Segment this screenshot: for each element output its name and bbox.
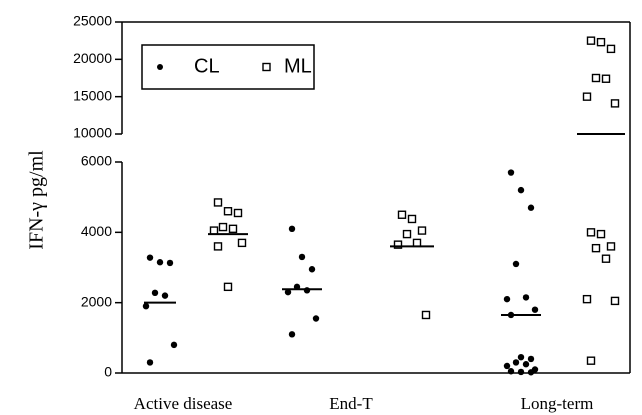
y-tick-label: 0	[104, 364, 112, 380]
x-category-label: Active disease	[134, 394, 233, 413]
y-tick-label: 2000	[81, 293, 112, 309]
x-category-label: Long-term	[521, 394, 594, 413]
data-point-ml	[393, 240, 403, 249]
y-tick-label: 6000	[81, 153, 112, 169]
data-point-cl	[142, 302, 150, 310]
legend-cl-label: CL	[194, 55, 220, 77]
y-ticks: 0 2000 4000 6000 10000 15000 20000 25000	[73, 13, 122, 380]
data-point-cl	[507, 169, 515, 176]
axes	[121, 21, 631, 374]
legend: CL ML	[141, 44, 315, 90]
data-point-cl	[531, 306, 539, 313]
data-point-ml	[586, 228, 596, 237]
legend-cl-marker	[157, 64, 163, 70]
data-point-cl	[312, 315, 320, 322]
data-point-ml	[397, 210, 407, 219]
data-point-ml	[213, 242, 223, 251]
data-point-ml	[601, 74, 611, 83]
data-point-cl	[517, 368, 525, 376]
data-point-cl	[308, 266, 316, 273]
median-lines	[144, 133, 625, 316]
data-point-cl	[284, 288, 292, 296]
data-point-ml	[228, 224, 238, 234]
data-point-ml	[223, 282, 233, 292]
data-point-cl	[522, 361, 530, 368]
x-category-labels: Active disease End-T Long-term	[134, 394, 594, 413]
data-point-ml	[402, 229, 412, 239]
data-point-cl	[170, 341, 178, 349]
data-point-ml	[591, 73, 601, 83]
data-point-cl	[517, 353, 525, 361]
data-point-cl	[517, 186, 525, 194]
y-tick-label: 20000	[73, 50, 112, 66]
data-point-cl	[151, 289, 159, 297]
data-point-ml	[407, 214, 417, 224]
data-point-cl	[512, 260, 520, 268]
data-point-ml	[412, 238, 422, 248]
data-point-cl	[503, 362, 511, 370]
data-point-ml	[586, 36, 596, 45]
data-point-ml	[586, 356, 596, 365]
data-point-ml	[606, 242, 616, 251]
data-point-cl	[161, 292, 169, 299]
data-point-ml	[596, 37, 606, 47]
data-point-cl	[503, 295, 511, 303]
data-point-cl	[527, 369, 535, 376]
data-point-ml	[601, 254, 611, 263]
data-point-cl	[146, 359, 154, 366]
data-point-ml	[610, 296, 620, 306]
legend-ml-marker	[262, 62, 271, 72]
y-tick-label: 15000	[73, 87, 112, 103]
data-point-ml	[237, 238, 247, 248]
data-point-cl	[298, 253, 306, 261]
data-point-ml	[582, 92, 592, 101]
data-point-cl	[288, 331, 296, 338]
data-point-cl	[166, 259, 174, 267]
data-point-ml	[606, 44, 616, 54]
data-point-cl	[527, 355, 535, 363]
data-point-cl	[288, 225, 296, 233]
legend-ml-label: ML	[284, 55, 312, 77]
data-points	[142, 36, 620, 376]
y-axis-label: IFN-γ pg/ml	[26, 150, 48, 250]
data-point-ml	[421, 310, 431, 320]
data-point-ml	[223, 207, 233, 216]
data-point-cl	[156, 259, 164, 266]
data-point-ml	[582, 294, 592, 304]
x-category-label: End-T	[329, 394, 373, 413]
data-point-ml	[591, 243, 601, 253]
data-point-cl	[507, 368, 515, 375]
data-point-cl	[512, 359, 520, 366]
y-tick-label: 4000	[81, 223, 112, 239]
legend-box	[141, 44, 315, 90]
data-point-ml	[417, 226, 427, 235]
y-tick-label: 25000	[73, 13, 112, 29]
data-point-ml	[233, 208, 243, 218]
data-point-cl	[303, 287, 311, 294]
data-point-ml	[610, 99, 620, 108]
data-point-cl	[522, 294, 530, 301]
data-point-ml	[213, 198, 223, 207]
data-point-ml	[218, 222, 228, 232]
data-point-ml	[209, 226, 219, 235]
data-point-cl	[146, 254, 154, 261]
y-tick-label: 10000	[73, 125, 112, 141]
data-point-ml	[596, 229, 606, 239]
data-point-cl	[527, 204, 535, 211]
